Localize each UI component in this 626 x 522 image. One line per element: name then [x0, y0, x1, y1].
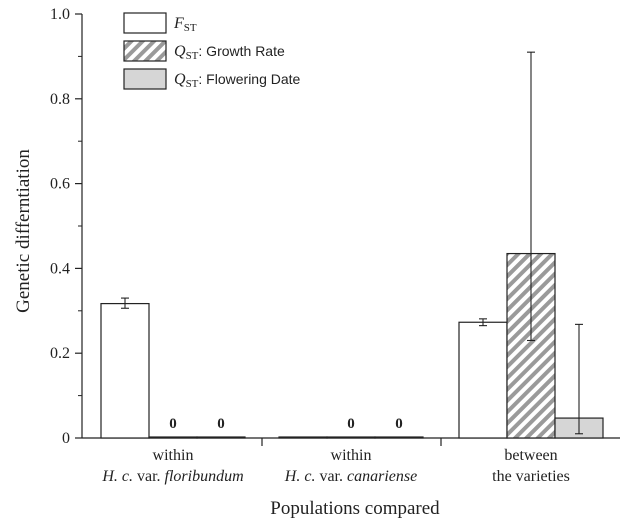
legend-swatch-1	[123, 40, 167, 62]
zero-data-label: 0	[347, 416, 355, 432]
bar-qst-flowering-0	[196, 436, 246, 439]
legend-swatch-0	[123, 12, 167, 34]
legend-label-1: QST: Growth Rate	[174, 43, 285, 62]
category-label-line1: within	[153, 447, 194, 464]
category-label-line1: within	[331, 447, 372, 464]
bar-fst-0	[100, 302, 150, 439]
legend-label-2: QST: Flowering Date	[174, 71, 301, 90]
y-tick-label: 0	[62, 430, 70, 447]
plot-area: 0 0.2 0.4 0.6 0.8 1.0 0 0 0 0 within H. c. var. flo…	[50, 6, 620, 485]
y-tick-label: 0.6	[50, 176, 70, 193]
category-label-line2: the varieties	[492, 468, 570, 485]
bar-qst-growth-1	[326, 436, 376, 439]
y-tick-label: 0.8	[50, 91, 70, 108]
bar-fst-2	[458, 321, 508, 439]
y-axis-title: Genetic differntiation	[13, 149, 34, 313]
category-label-line2: H. c. var. canariense	[284, 468, 417, 485]
legend: FST QST: Growth Rate QST: Flowering Date	[123, 12, 301, 90]
bar-qst-growth-0	[148, 436, 198, 439]
y-tick-label: 1.0	[50, 6, 70, 23]
zero-data-label: 0	[169, 416, 177, 432]
bar-qst-flowering-1	[374, 436, 424, 439]
zero-data-label: 0	[217, 416, 225, 432]
zero-data-label: 0	[395, 416, 403, 432]
category-label-line1: between	[504, 447, 557, 464]
legend-label-0: FST	[173, 15, 197, 34]
x-axis-title: Populations compared	[270, 498, 440, 519]
bar-fst-1	[278, 436, 328, 439]
y-tick-label: 0.4	[50, 260, 70, 277]
y-tick-label: 0.2	[50, 345, 70, 362]
legend-swatch-2	[123, 68, 167, 90]
category-label-line2: H. c. var. floribundum	[101, 468, 243, 485]
